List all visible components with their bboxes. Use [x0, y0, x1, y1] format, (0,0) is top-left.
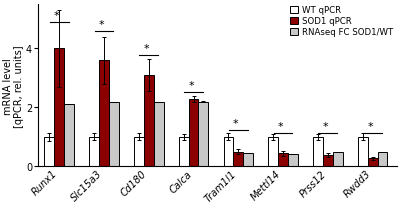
Bar: [64, 105, 74, 167]
Bar: [189, 99, 198, 167]
Text: *: *: [233, 118, 239, 129]
Bar: [358, 137, 368, 167]
Bar: [368, 158, 378, 167]
Bar: [333, 153, 343, 167]
Bar: [179, 137, 189, 167]
Bar: [144, 76, 154, 167]
Text: *: *: [144, 44, 149, 54]
Text: *: *: [367, 122, 373, 131]
Text: *: *: [278, 122, 284, 131]
Bar: [224, 137, 233, 167]
Bar: [233, 152, 243, 167]
Text: *: *: [322, 122, 328, 131]
Legend: WT qPCR, SOD1 qPCR, RNAseq FC SOD1/WT: WT qPCR, SOD1 qPCR, RNAseq FC SOD1/WT: [286, 3, 396, 41]
Bar: [268, 137, 278, 167]
Text: *: *: [188, 80, 194, 90]
Bar: [198, 102, 208, 167]
Bar: [99, 61, 109, 167]
Bar: [378, 153, 387, 167]
Bar: [54, 49, 64, 167]
Bar: [109, 102, 119, 167]
Bar: [313, 137, 323, 167]
Bar: [134, 137, 144, 167]
Text: *: *: [99, 20, 104, 30]
Y-axis label: mRNA level
[qPCR, rel. units]: mRNA level [qPCR, rel. units]: [3, 45, 24, 127]
Text: *: *: [54, 11, 60, 21]
Bar: [243, 153, 253, 167]
Bar: [89, 137, 99, 167]
Bar: [323, 156, 333, 167]
Bar: [44, 137, 54, 167]
Bar: [278, 153, 288, 167]
Bar: [288, 154, 298, 167]
Bar: [154, 102, 164, 167]
